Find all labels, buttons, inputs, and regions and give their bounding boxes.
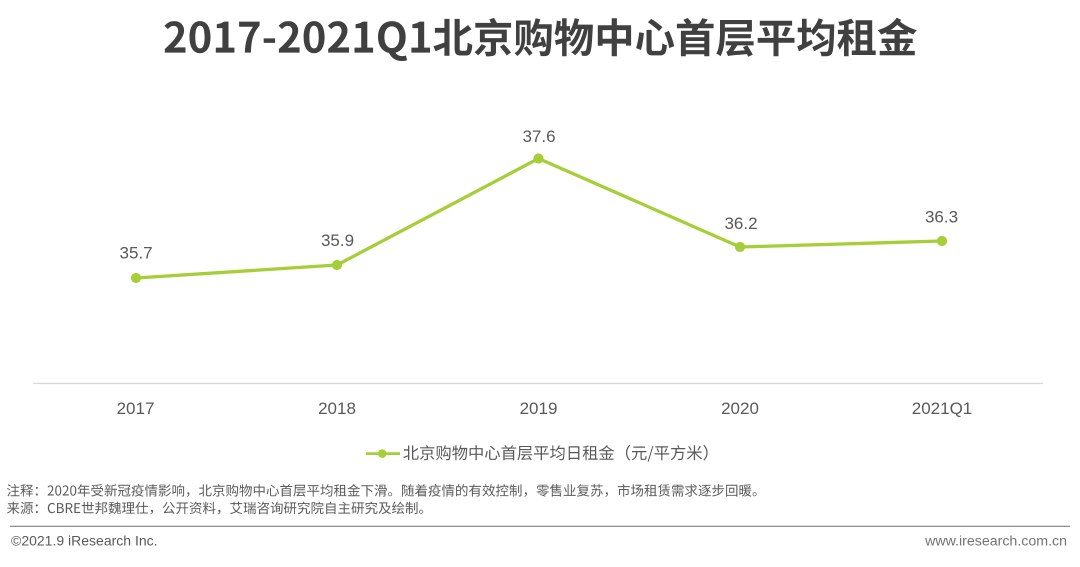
svg-text:36.3: 36.3 xyxy=(925,207,958,226)
svg-text:36.2: 36.2 xyxy=(724,214,757,233)
svg-text:©2021.9 iResearch Inc.: ©2021.9 iResearch Inc. xyxy=(11,533,158,549)
svg-text:2017: 2017 xyxy=(117,399,155,418)
svg-text:2021Q1: 2021Q1 xyxy=(912,399,973,418)
svg-text:2019: 2019 xyxy=(520,399,558,418)
svg-text:35.9: 35.9 xyxy=(321,231,354,250)
svg-text:2018: 2018 xyxy=(318,399,356,418)
svg-text:2020: 2020 xyxy=(721,399,759,418)
svg-text:35.7: 35.7 xyxy=(120,243,153,262)
svg-text:www.iresearch.com.cn: www.iresearch.com.cn xyxy=(924,534,1067,550)
svg-text:37.6: 37.6 xyxy=(522,127,555,146)
